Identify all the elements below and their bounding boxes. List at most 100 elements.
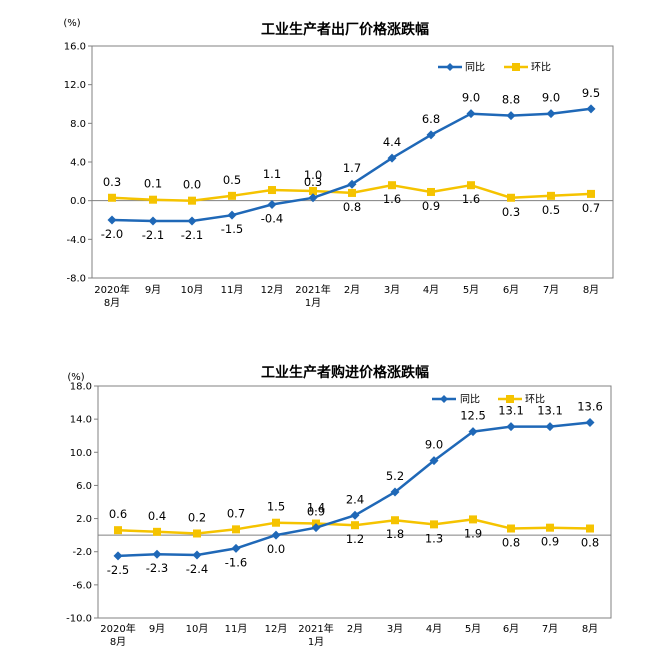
legend: 同比 环比 <box>438 62 551 74</box>
data-label-yoy: 0.9 <box>307 505 325 519</box>
data-label-mom: 1.4 <box>307 501 325 515</box>
chart-title: 工业生产者出厂价格涨跌幅 <box>261 21 429 38</box>
chart-2: 工业生产者购进价格涨跌幅 (%) -10.0 -6.0 -2.0 2.0 6.0 10.0 14… <box>66 364 612 648</box>
data-label-mom: 1.9 <box>464 526 482 540</box>
data-point-mom <box>268 186 276 195</box>
data-point-yoy <box>347 179 357 189</box>
data-label-yoy: 9.0 <box>542 91 560 105</box>
y-tick-label: 8.0 <box>70 119 86 130</box>
data-label-mom: 0.7 <box>227 506 245 520</box>
y-tick-label: -10.0 <box>66 614 92 625</box>
data-label-yoy: -2.5 <box>107 563 129 577</box>
data-label-yoy: -2.0 <box>101 227 123 241</box>
data-label-mom: 1.5 <box>267 500 285 514</box>
x-tick-label: 2月 <box>347 623 363 635</box>
data-label-mom: 0.8 <box>581 536 599 550</box>
data-label-mom: 0.8 <box>343 200 361 214</box>
x-tick-label: 5月 <box>465 623 481 635</box>
y-tick-label: 18.0 <box>70 382 92 393</box>
y-unit-label: (%) <box>67 372 84 383</box>
x-tick-label: 9月 <box>149 623 165 635</box>
legend-marker-mom <box>506 395 514 403</box>
data-point-yoy <box>271 530 281 540</box>
data-label-yoy: 4.4 <box>383 135 401 149</box>
data-label-yoy: 8.8 <box>502 93 520 107</box>
legend-marker-yoy <box>440 395 448 403</box>
data-label-yoy: 9.0 <box>462 91 480 105</box>
data-point-yoy <box>426 130 436 140</box>
data-label-yoy: 6.8 <box>422 112 440 126</box>
y-tick-label: 4.0 <box>70 158 86 169</box>
x-tick-label: 2021年 <box>298 622 333 635</box>
data-point-mom <box>586 524 594 533</box>
data-label-mom: 1.8 <box>386 527 404 541</box>
data-point-yoy <box>468 427 478 437</box>
data-point-mom <box>391 516 399 525</box>
data-label-mom: 1.6 <box>383 192 401 206</box>
y-tick-label: -4.0 <box>66 235 86 246</box>
x-tick-label: 2月 <box>344 284 360 296</box>
data-point-yoy <box>148 216 158 226</box>
data-label-mom: 0.6 <box>109 507 127 521</box>
data-label-mom: 0.3 <box>502 205 520 219</box>
data-point-mom <box>348 188 356 197</box>
data-point-mom <box>507 193 515 202</box>
x-tick-label: 12月 <box>261 284 284 296</box>
x-tick-label: 11月 <box>221 284 244 296</box>
y-tick-label: 14.0 <box>70 415 92 426</box>
data-label-yoy: 13.6 <box>577 399 603 413</box>
x-tick-label: 5月 <box>463 284 479 296</box>
data-label-yoy: 12.5 <box>460 409 486 423</box>
data-label-yoy: -0.4 <box>261 212 283 226</box>
data-label-yoy: 13.1 <box>537 404 563 418</box>
data-label-yoy: 9.5 <box>582 86 600 100</box>
x-tick-label: 7月 <box>542 623 558 635</box>
data-point-mom <box>272 518 280 527</box>
legend-label-yoy: 同比 <box>460 394 480 406</box>
data-point-yoy <box>506 422 516 432</box>
data-label-mom: 0.0 <box>183 178 201 192</box>
data-label-yoy: 0.3 <box>304 175 322 189</box>
data-label-yoy: -2.1 <box>142 228 164 242</box>
x-tick-label: 10月 <box>186 623 209 635</box>
data-label-mom: 0.2 <box>188 510 206 524</box>
data-point-yoy <box>546 109 556 119</box>
x-tick-label: 2021年 <box>295 283 330 296</box>
x-tick-label: 11月 <box>225 623 248 635</box>
y-tick-label: -6.0 <box>72 580 92 591</box>
data-point-yoy <box>586 104 596 114</box>
x-tick-label: 8月 <box>104 297 120 309</box>
data-label-mom: 1.1 <box>263 167 281 181</box>
data-label-yoy: 5.2 <box>386 469 404 483</box>
y-tick-label: -2.0 <box>72 547 92 558</box>
y-unit-label: (%) <box>63 18 80 29</box>
data-label-mom: 1.3 <box>425 531 443 545</box>
x-tick-label: 10月 <box>181 284 204 296</box>
data-point-yoy <box>387 153 397 163</box>
data-label-mom: 1.2 <box>346 532 364 546</box>
data-point-mom <box>388 181 396 190</box>
data-label-mom: 0.1 <box>144 177 162 191</box>
data-point-yoy <box>192 550 202 560</box>
data-label-mom: 1.6 <box>462 192 480 206</box>
data-point-yoy <box>308 193 318 203</box>
data-label-yoy: 0.0 <box>267 542 285 556</box>
data-point-mom <box>309 187 317 195</box>
data-label-mom: 0.7 <box>582 201 600 215</box>
data-label-yoy: -2.1 <box>181 228 203 242</box>
data-point-mom <box>507 524 515 533</box>
x-tick-label: 3月 <box>384 284 400 296</box>
data-label-yoy: 2.4 <box>346 492 364 506</box>
legend-label-yoy: 同比 <box>465 62 485 74</box>
data-point-yoy <box>227 210 237 220</box>
legend-marker-yoy <box>446 63 454 71</box>
x-tick-label: 8月 <box>583 284 599 296</box>
data-point-mom <box>469 515 477 524</box>
x-tick-label: 6月 <box>503 623 519 635</box>
plot-area-frame <box>97 385 612 619</box>
x-tick-label: 2020年 <box>100 622 135 635</box>
y-tick-label: 6.0 <box>76 481 92 492</box>
data-point-mom <box>546 523 554 532</box>
x-tick-label: 8月 <box>582 623 598 635</box>
data-label-yoy: -2.4 <box>186 562 208 576</box>
